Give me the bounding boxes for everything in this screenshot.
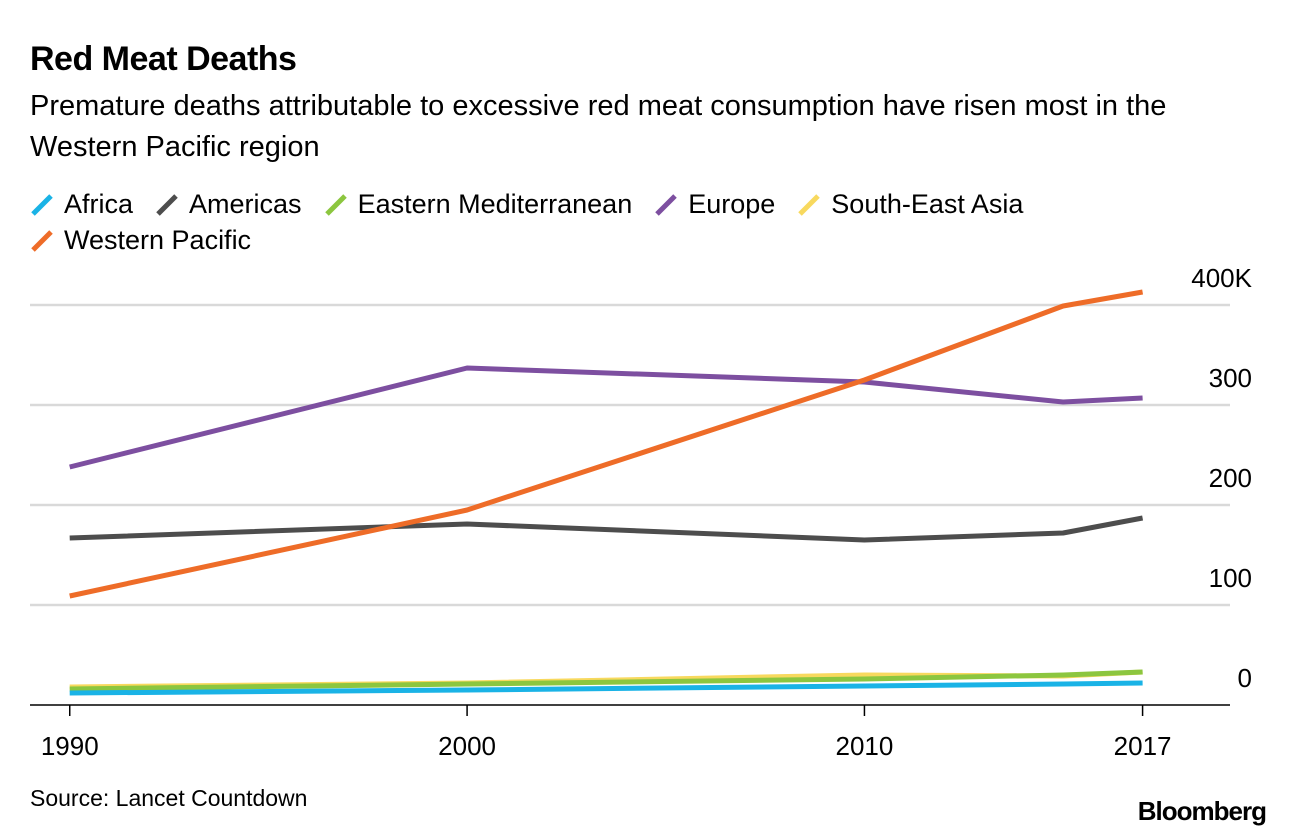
legend-swatch-icon [324, 194, 347, 216]
bloomberg-logo: Bloomberg [1137, 796, 1267, 826]
legend-item-south-east-asia: South-East Asia [797, 186, 1023, 222]
source-note: Source: Lancet Countdown [30, 785, 308, 811]
legend: Africa Americas Eastern Mediterranean Europ… [30, 186, 1180, 258]
series-line-americas [69, 515, 1144, 543]
x-tick-label: 2010 [836, 731, 894, 761]
series-line-eastern-mediterranean [69, 669, 1143, 692]
legend-item-europe: Europe [654, 186, 775, 222]
x-tick-label: 2000 [438, 731, 496, 761]
legend-swatch-icon [31, 230, 53, 252]
y-tick-label: 400K [1191, 263, 1252, 293]
legend-swatch-icon [655, 194, 677, 216]
legend-label: Africa [64, 189, 134, 219]
legend-swatch-icon [798, 194, 821, 216]
legend-label: Europe [688, 189, 776, 219]
legend-item-western-pacific: Western Pacific [30, 222, 251, 258]
chart-subtitle: Premature deaths attributable to excessi… [30, 90, 1167, 163]
y-tick-label: 300 [1209, 363, 1252, 393]
y-tick-label: 200 [1209, 463, 1252, 493]
series-line-western-pacific [69, 289, 1144, 599]
chart-title: Red Meat Deaths [30, 40, 297, 78]
series-line-africa [69, 680, 1143, 696]
legend-item-americas: Americas [155, 186, 302, 222]
legend-label: Western Pacific [64, 225, 252, 255]
x-tick-label: 1990 [41, 731, 99, 761]
legend-label: Americas [189, 189, 302, 219]
legend-item-africa: Africa [30, 186, 133, 222]
legend-label: South-East Asia [831, 189, 1024, 219]
y-tick-label: 100 [1209, 563, 1252, 593]
legend-swatch-icon [156, 194, 178, 216]
y-tick-label: 0 [1238, 663, 1252, 693]
x-tick-label: 2017 [1114, 731, 1172, 761]
legend-label: Eastern Mediterranean [357, 189, 633, 219]
legend-swatch-icon [31, 194, 53, 216]
legend-item-eastern-mediterranean: Eastern Mediterranean [324, 186, 633, 222]
series-line-europe [69, 365, 1143, 470]
